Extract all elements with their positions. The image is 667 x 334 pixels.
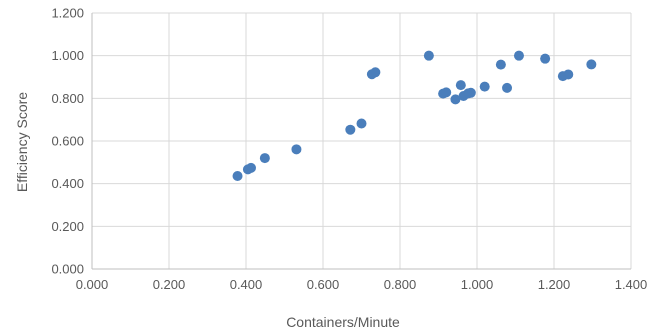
x-tick-label: 0.000 xyxy=(76,277,109,292)
data-point xyxy=(563,69,574,80)
data-point xyxy=(232,170,243,181)
x-tick-label: 1.200 xyxy=(538,277,571,292)
data-point xyxy=(586,59,597,70)
y-axis-title: Efficiency Score xyxy=(14,92,30,192)
y-tick-label: 0.800 xyxy=(51,91,84,106)
x-tick-label: 1.000 xyxy=(461,277,494,292)
data-point xyxy=(423,50,434,61)
x-tick-label: 1.400 xyxy=(615,277,648,292)
data-point xyxy=(479,81,490,92)
data-point xyxy=(465,87,476,98)
data-point xyxy=(291,144,302,155)
x-tick-labels: 0.000 0.200 0.400 0.600 0.800 1.000 1.200 1.400 xyxy=(76,277,648,292)
x-tick-label: 0.600 xyxy=(307,277,340,292)
x-tick-label: 0.800 xyxy=(384,277,417,292)
data-point xyxy=(356,118,367,129)
y-tick-label: 0.400 xyxy=(51,176,84,191)
grid-lines xyxy=(92,12,632,269)
data-point xyxy=(540,53,551,64)
data-point xyxy=(441,87,452,98)
data-point xyxy=(502,82,513,93)
data-points xyxy=(232,50,597,181)
y-tick-label: 0.000 xyxy=(51,262,84,277)
y-tick-label: 0.200 xyxy=(51,219,84,234)
y-tick-label: 0.600 xyxy=(51,134,84,149)
x-tick-label: 0.400 xyxy=(230,277,263,292)
data-point xyxy=(370,67,381,78)
data-point xyxy=(246,162,257,173)
data-point xyxy=(513,50,524,61)
data-point xyxy=(345,124,356,135)
data-point xyxy=(259,153,270,164)
y-tick-labels: 0.000 0.200 0.400 0.600 0.800 1.000 1.200 xyxy=(51,6,84,277)
data-point xyxy=(450,94,461,105)
y-tick-label: 1.000 xyxy=(51,48,84,63)
y-tick-label: 1.200 xyxy=(51,6,84,21)
x-axis-title: Containers/Minute xyxy=(286,314,400,330)
x-tick-label: 0.200 xyxy=(153,277,186,292)
data-point xyxy=(455,80,466,91)
axes xyxy=(91,13,631,270)
data-point xyxy=(495,59,506,70)
